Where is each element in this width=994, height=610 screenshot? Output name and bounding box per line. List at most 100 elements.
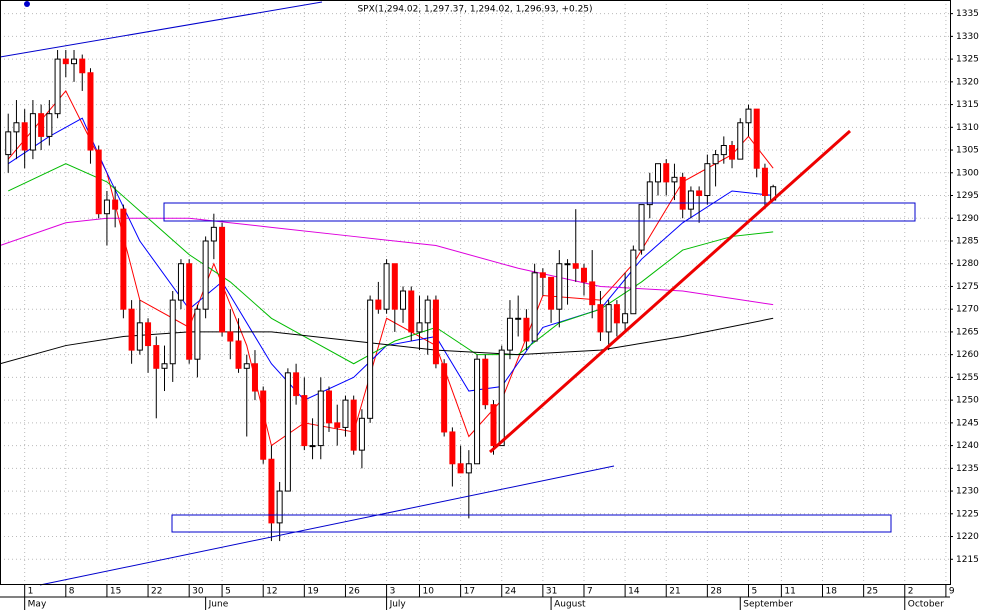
y-tick-label: 1305 — [956, 146, 979, 156]
y-tick-label: 1280 — [956, 259, 979, 269]
x-tick-label: 19 — [307, 587, 319, 597]
candle-body — [424, 299, 431, 324]
candle-body — [202, 240, 209, 310]
candle-body — [95, 149, 102, 215]
x-tick-label: 26 — [348, 587, 360, 597]
x-tick-label: 22 — [151, 587, 162, 597]
candle-body — [679, 176, 686, 210]
y-tick-label: 1215 — [956, 555, 979, 565]
candle-body — [687, 190, 694, 210]
candle-body — [498, 349, 505, 447]
x-tick-label: 11 — [784, 587, 795, 597]
candle-body — [71, 58, 78, 65]
candle-body — [704, 163, 711, 197]
candle-body — [753, 108, 760, 169]
y-tick-label: 1265 — [956, 327, 979, 337]
candle-body — [29, 113, 36, 151]
candle-body — [219, 226, 226, 333]
candle-body — [449, 431, 456, 465]
candle-body — [597, 304, 604, 333]
y-tick-label: 1245 — [956, 418, 979, 428]
y-tick-label: 1315 — [956, 100, 979, 110]
candle-body — [490, 404, 497, 447]
x-tick-label: 5 — [225, 587, 231, 597]
candle-body — [251, 363, 258, 392]
candle-body — [638, 204, 645, 251]
moving-average-line — [0, 317, 774, 365]
x-tick-label: 15 — [110, 587, 121, 597]
candle-body — [613, 304, 620, 324]
x-tick-label: 25 — [867, 587, 878, 597]
candle-body — [46, 113, 53, 137]
candle-body — [729, 145, 736, 160]
moving-average-line — [0, 217, 774, 306]
x-tick-label: 17 — [464, 587, 475, 597]
candle-body — [21, 122, 28, 151]
candle-body — [589, 281, 596, 306]
candle-body — [474, 358, 481, 465]
month-label: May — [28, 600, 47, 610]
candle-body — [432, 299, 439, 365]
candle-body — [284, 372, 291, 492]
candle-body — [720, 145, 727, 156]
month-label: June — [208, 600, 229, 610]
x-tick-label: 14 — [628, 587, 640, 597]
candle-body — [62, 58, 69, 65]
x-tick-label: 24 — [505, 587, 517, 597]
candle-body — [79, 58, 86, 74]
y-tick-label: 1275 — [956, 282, 979, 292]
candle-body — [38, 113, 45, 137]
candle-body — [671, 176, 678, 183]
y-tick-label: 1255 — [956, 373, 979, 383]
candle-body — [622, 313, 629, 324]
candle-body — [663, 163, 670, 183]
trend-line — [489, 129, 851, 454]
zone-box — [163, 202, 916, 222]
y-tick-label: 1270 — [956, 305, 979, 315]
candle-body — [342, 399, 349, 428]
candle-body — [531, 272, 538, 342]
candle-body — [605, 304, 612, 333]
candle-body — [350, 399, 357, 451]
moving-average-line — [7, 90, 774, 447]
axes: 1215122012251230123512401245125012551260… — [0, 9, 979, 610]
chart-title: SPX(1,294.02, 1,297.37, 1,294.02, 1,296.… — [357, 5, 592, 15]
candle-body — [441, 363, 448, 433]
candle-body — [177, 263, 184, 301]
y-tick-label: 1250 — [956, 396, 979, 406]
candle-body — [161, 363, 168, 369]
candle-body — [260, 390, 267, 460]
candle-body — [556, 263, 563, 310]
candle-body — [539, 272, 546, 278]
candle-body — [5, 131, 12, 156]
candle-body — [243, 363, 250, 369]
candle-body — [745, 108, 752, 124]
x-tick-label: 31 — [546, 587, 557, 597]
marker-dot — [24, 1, 30, 7]
candle-body — [13, 122, 20, 133]
y-tick-label: 1325 — [956, 55, 979, 65]
candle-body — [465, 463, 472, 474]
candle-body — [227, 331, 234, 342]
candle-body — [572, 263, 579, 269]
x-tick-label: 5 — [751, 587, 757, 597]
candle-body — [523, 317, 530, 342]
candle-body — [400, 290, 407, 310]
candle-body — [334, 422, 341, 428]
candle-body — [186, 263, 193, 360]
candle-body — [293, 372, 300, 397]
x-tick-label: 18 — [826, 587, 838, 597]
candle-body — [326, 390, 333, 424]
x-tick-label: 21 — [669, 587, 680, 597]
plot — [0, 50, 777, 542]
trend-line — [39, 465, 615, 586]
drawings — [0, 1, 916, 586]
candle-body — [87, 72, 94, 151]
x-tick-label: 28 — [710, 587, 722, 597]
candle-body — [276, 490, 283, 524]
candle-body — [580, 267, 587, 283]
candle-body — [153, 345, 160, 369]
zone-box — [171, 514, 892, 533]
candle-body — [655, 163, 662, 183]
candle-body — [210, 226, 217, 242]
